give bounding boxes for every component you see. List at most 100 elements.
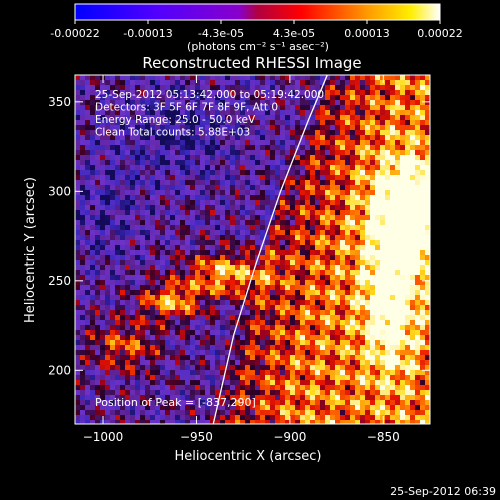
heatmap-cell: [415, 145, 420, 150]
heatmap-cell: [355, 395, 360, 400]
heatmap-cell: [185, 140, 190, 145]
heatmap-cell: [285, 275, 290, 280]
heatmap-cell: [380, 120, 385, 125]
heatmap-cell: [160, 75, 165, 80]
heatmap-cell: [205, 130, 210, 135]
heatmap-cell: [415, 385, 420, 390]
heatmap-cell: [410, 215, 415, 220]
heatmap-cell: [250, 290, 255, 295]
heatmap-cell: [335, 270, 340, 275]
heatmap-cell: [145, 365, 150, 370]
heatmap-cell: [115, 270, 120, 275]
heatmap-cell: [110, 310, 115, 315]
heatmap-cell: [130, 395, 135, 400]
heatmap-cell: [360, 385, 365, 390]
heatmap-cell: [170, 285, 175, 290]
heatmap-cell: [240, 380, 245, 385]
heatmap-cell: [185, 340, 190, 345]
heatmap-cell: [270, 340, 275, 345]
heatmap-cell: [335, 140, 340, 145]
heatmap-cell: [265, 205, 270, 210]
heatmap-cell: [225, 400, 230, 405]
heatmap-cell: [155, 95, 160, 100]
heatmap-cell: [350, 365, 355, 370]
heatmap-cell: [205, 190, 210, 195]
heatmap-cell: [260, 185, 265, 190]
heatmap-cell: [130, 80, 135, 85]
heatmap-cell: [400, 160, 405, 165]
heatmap-cell: [155, 225, 160, 230]
heatmap-cell: [420, 80, 425, 85]
heatmap-cell: [165, 235, 170, 240]
heatmap-cell: [145, 325, 150, 330]
heatmap-cell: [395, 335, 400, 340]
heatmap-cell: [400, 360, 405, 365]
heatmap-cell: [240, 330, 245, 335]
heatmap-cell: [315, 190, 320, 195]
heatmap-cell: [170, 370, 175, 375]
heatmap-cell: [370, 405, 375, 410]
heatmap-cell: [285, 300, 290, 305]
heatmap-cell: [315, 130, 320, 135]
heatmap-cell: [180, 320, 185, 325]
heatmap-cell: [295, 260, 300, 265]
heatmap-cell: [260, 385, 265, 390]
heatmap-cell: [180, 185, 185, 190]
heatmap-cell: [380, 170, 385, 175]
heatmap-cell: [400, 400, 405, 405]
heatmap-cell: [165, 170, 170, 175]
heatmap-cell: [385, 235, 390, 240]
heatmap-cell: [270, 255, 275, 260]
heatmap-cell: [395, 195, 400, 200]
heatmap-cell: [185, 415, 190, 420]
heatmap-cell: [230, 240, 235, 245]
heatmap-cell: [265, 415, 270, 420]
heatmap-cell: [205, 330, 210, 335]
heatmap-cell: [105, 120, 110, 125]
heatmap-cell: [125, 135, 130, 140]
heatmap-cell: [225, 190, 230, 195]
heatmap-cell: [160, 200, 165, 205]
heatmap-cell: [360, 150, 365, 155]
heatmap-cell: [110, 400, 115, 405]
heatmap-cell: [295, 205, 300, 210]
heatmap-cell: [220, 80, 225, 85]
heatmap-cell: [350, 235, 355, 240]
heatmap-cell: [275, 185, 280, 190]
heatmap-cell: [120, 110, 125, 115]
heatmap-cell: [275, 155, 280, 160]
heatmap-cell: [200, 180, 205, 185]
heatmap-cell: [405, 385, 410, 390]
heatmap-cell: [395, 330, 400, 335]
heatmap-cell: [185, 295, 190, 300]
heatmap-cell: [85, 355, 90, 360]
heatmap-cell: [315, 340, 320, 345]
heatmap-cell: [360, 350, 365, 355]
heatmap-cell: [305, 155, 310, 160]
heatmap-cell: [90, 390, 95, 395]
heatmap-cell: [390, 210, 395, 215]
heatmap-cell: [390, 110, 395, 115]
heatmap-cell: [345, 200, 350, 205]
heatmap-cell: [275, 390, 280, 395]
heatmap-cell: [205, 160, 210, 165]
heatmap-cell: [365, 405, 370, 410]
heatmap-cell: [240, 80, 245, 85]
heatmap-cell: [250, 135, 255, 140]
heatmap-cell: [295, 380, 300, 385]
heatmap-cell: [190, 220, 195, 225]
heatmap-cell: [130, 135, 135, 140]
heatmap-cell: [250, 190, 255, 195]
heatmap-cell: [395, 290, 400, 295]
heatmap-cell: [185, 190, 190, 195]
heatmap-cell: [150, 380, 155, 385]
heatmap-cell: [305, 375, 310, 380]
heatmap-cell: [385, 210, 390, 215]
heatmap-cell: [225, 415, 230, 420]
heatmap-cell: [180, 300, 185, 305]
heatmap-cell: [155, 405, 160, 410]
heatmap-cell: [200, 145, 205, 150]
heatmap-cell: [415, 125, 420, 130]
heatmap-cell: [230, 290, 235, 295]
heatmap-cell: [270, 210, 275, 215]
